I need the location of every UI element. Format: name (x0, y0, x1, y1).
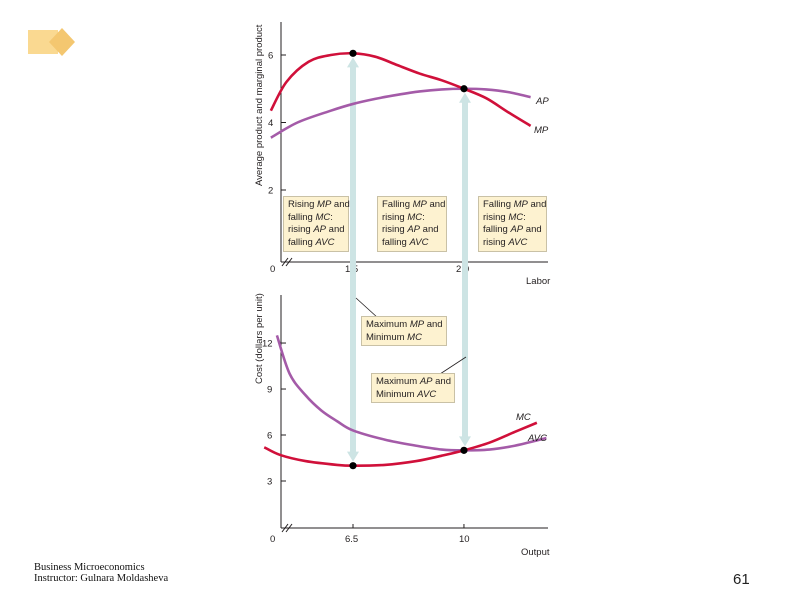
series-label-avc: AVC (527, 433, 547, 444)
annotation-box-max-ap: Maximum AP and Minimum AVC (371, 373, 455, 403)
y-tick-label: 6 (268, 51, 273, 62)
arrow-link-2 (459, 92, 471, 447)
footer: Business Microeconomics Instructor: Guln… (34, 562, 168, 584)
mp-curve (269, 51, 532, 127)
y-tick-label: 6 (267, 431, 272, 442)
annotation-box-1: Rising MP and falling MC: rising AP and … (283, 196, 350, 252)
mc-curve (263, 421, 538, 467)
marked-point (349, 49, 357, 57)
footer-course: Business Microeconomics (34, 562, 145, 573)
marked-point (349, 462, 357, 470)
bottom-y-label: Cost (dollars per unit) (254, 293, 265, 384)
y-tick-label: 4 (268, 118, 273, 129)
diamond-bullet-icon (28, 28, 75, 56)
y-tick-label: 2 (268, 186, 273, 197)
marked-point (460, 446, 468, 454)
arrow-link-1 (347, 57, 359, 462)
leader-line-mp (355, 297, 379, 319)
top-origin-label: 0 (270, 264, 275, 275)
top-x-label: Labor (526, 276, 550, 287)
ap-curve (270, 87, 531, 139)
top-axis-break (281, 257, 293, 267)
annotation-box-max-mp: Maximum MP and Minimum MC (361, 316, 447, 346)
bottom-x-label: Output (521, 547, 550, 558)
avc-curve (275, 334, 547, 452)
annotation-box-3: Falling MP and rising MC: falling AP and… (478, 196, 547, 252)
marked-point (460, 85, 468, 93)
y-tick-label: 9 (267, 385, 272, 396)
footer-instructor: Instructor: Gulnara Moldasheva (34, 573, 169, 584)
series-label-mc: MC (516, 412, 531, 423)
series-label-mp: MP (534, 125, 549, 136)
bottom-chart: 3 6 9 12 6.5 10 Cost (dollars per unit) Outp… (254, 293, 550, 558)
x-tick-label: 10 (459, 534, 470, 545)
series-label-ap: AP (535, 96, 549, 107)
top-chart: 246 1.52.0 Average product and marginal … (254, 22, 550, 462)
annotation-box-2: Falling MP and rising MC: rising AP and … (377, 196, 447, 252)
bottom-axis-break (281, 523, 293, 533)
y-tick-label: 3 (267, 477, 272, 488)
leader-line-ap (439, 356, 467, 375)
y-tick-label: 12 (262, 339, 273, 350)
bottom-origin-label: 0 (270, 534, 275, 545)
x-tick-label: 6.5 (345, 534, 358, 545)
top-y-label: Average product and marginal product (254, 24, 265, 186)
page-number: 61 (733, 571, 750, 588)
